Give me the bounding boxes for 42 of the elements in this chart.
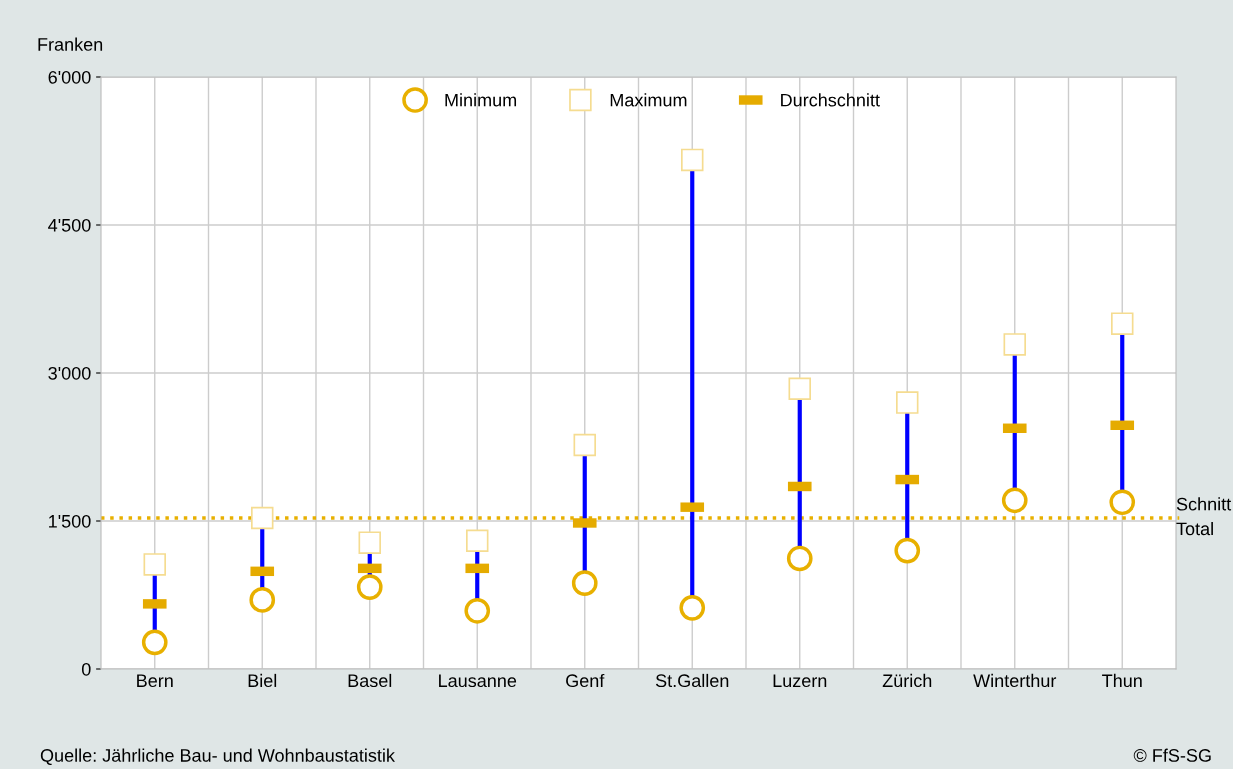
point: [143, 553, 167, 576]
x-tick-label: St.Gallen: [655, 673, 729, 688]
x-tick-label: Lausanne: [439, 674, 517, 688]
y-axis-title: Franken: [38, 37, 103, 51]
point: [786, 545, 813, 572]
x-tick-label: Bern: [137, 674, 173, 688]
y-tick-label: 0: [81, 662, 91, 676]
point: [788, 377, 812, 401]
point: [1001, 487, 1028, 514]
ref-line-label: Schnitt Total: [1176, 497, 1232, 536]
legend-label: Durchschnitt: [781, 93, 880, 107]
point: [1109, 489, 1136, 516]
x-tick-label: Luzern: [773, 674, 827, 688]
x-tick-label: Winterthur: [973, 673, 1057, 688]
point: [465, 529, 489, 552]
x-tick-label: Zürich: [882, 673, 932, 688]
point: [895, 391, 919, 414]
y-tick-label: 3'000: [48, 366, 91, 380]
point: [464, 597, 491, 624]
x-tick-label: Basel: [348, 673, 392, 688]
point: [356, 574, 383, 600]
point: [679, 594, 706, 621]
legend-label: Maximum: [610, 93, 687, 107]
point: [680, 148, 704, 172]
point: [1110, 312, 1134, 335]
point: [573, 433, 597, 457]
y-tick-label: 4'500: [48, 218, 91, 232]
legend-label: Minimum: [445, 93, 517, 107]
x-tick-label: Biel: [248, 673, 277, 688]
source-note: Quelle: Jährliche Bau- und Wohnbaustatistik: [40, 748, 395, 766]
point: [249, 587, 276, 613]
y-tick-label: 6'000: [48, 70, 91, 84]
point: [894, 537, 921, 564]
x-tick-label: Thun: [1102, 673, 1142, 688]
point: [358, 531, 382, 554]
point: [1003, 333, 1027, 356]
point: [250, 506, 274, 530]
point: [141, 629, 168, 656]
y-tick-label: 1'500: [49, 514, 91, 528]
point: [571, 570, 598, 597]
x-tick-label: Genf: [566, 673, 605, 688]
text: © FfS-SG: [1133, 748, 1211, 762]
